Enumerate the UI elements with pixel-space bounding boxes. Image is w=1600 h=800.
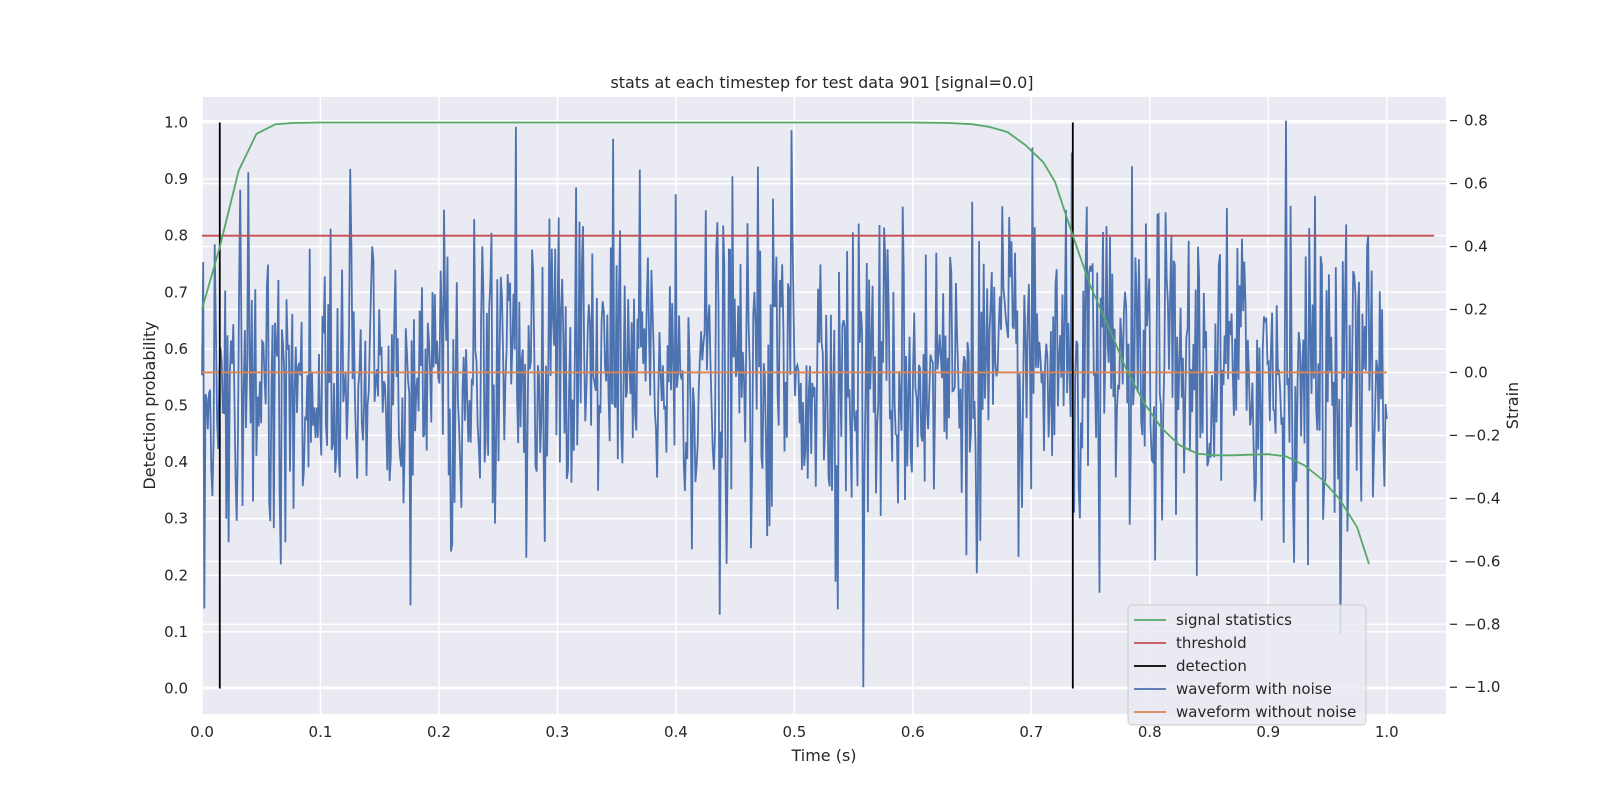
y-left-tick-label: 0.3 [164,510,188,528]
y-right-tick-label: −0.8 [1464,615,1500,633]
x-tick-label: 1.0 [1375,723,1399,741]
y-left-tick-label: 0.1 [164,623,188,641]
y-right-tick-label: −0.2 [1464,426,1500,444]
legend-label-2: detection [1176,657,1247,675]
y-axis-label-right: Strain [1503,382,1522,429]
y-left-tick-label: 0.0 [164,680,188,698]
series-layer [201,120,1435,689]
x-tick-label: 0.7 [1019,723,1043,741]
y-left-tick-label: 0.4 [164,453,188,471]
y-left-tick-label: 0.7 [164,283,188,301]
chart-title: stats at each timestep for test data 901… [610,73,1033,92]
signal-statistics-line [201,121,1370,565]
y-left-tick-label: 0.8 [164,227,188,245]
x-tick-label: 0.4 [664,723,688,741]
y-right-tick-label: 0.2 [1464,300,1488,318]
y-right-tick-label: −1.0 [1464,678,1500,696]
x-tick-label: 0.2 [427,723,451,741]
legend: signal statistics threshold detection wavef… [1127,604,1367,726]
y-axis-label-left: Detection probability [140,321,159,489]
x-tick-label: 0.8 [1138,723,1162,741]
y-left-tick-label: 0.9 [164,170,188,188]
y-right-tick-label: 0.8 [1464,112,1488,130]
legend-label-3: waveform with noise [1176,680,1332,698]
waveform-with-noise-line [201,120,1388,688]
y-left-tick-label: 0.2 [164,566,188,584]
y-right-tick-label: −0.4 [1464,489,1500,507]
x-axis-label: Time (s) [790,746,856,765]
x-tick-label: 0.5 [782,723,806,741]
y-right-tick-label: 0.4 [1464,238,1488,256]
x-tick-label: 0.9 [1256,723,1280,741]
legend-label-4: waveform without noise [1176,703,1356,721]
legend-box [1127,604,1367,726]
x-tick-label: 0.6 [901,723,925,741]
y-right-tick-label: 0.0 [1464,363,1488,381]
y-left-tick-label: 0.5 [164,397,188,415]
x-tick-label: 0.0 [190,723,214,741]
x-tick-label: 0.1 [309,723,333,741]
y-left-tick-label: 0.6 [164,340,188,358]
x-tick-label: 0.3 [545,723,569,741]
legend-label-0: signal statistics [1176,611,1292,629]
y-left-tick-label: 1.0 [164,113,188,131]
legend-label-1: threshold [1176,634,1247,652]
tick-layer: 0.0 0.1 0.2 0.3 0.4 0.5 0.6 0.7 0.8 0.9 1.0 0.0 0.1 0… [164,112,1500,741]
y-right-tick-label: 0.6 [1464,175,1488,193]
y-right-tick-label: −0.6 [1464,552,1500,570]
